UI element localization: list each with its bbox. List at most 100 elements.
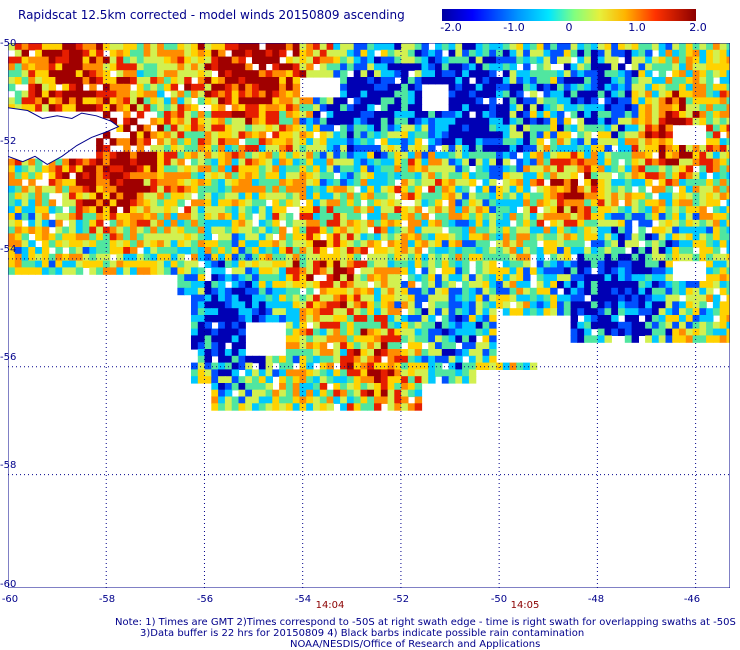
- wind-cell: [679, 70, 687, 78]
- wind-cell: [658, 287, 667, 296]
- wind-cell: [448, 185, 456, 194]
- wind-cell: [638, 287, 646, 296]
- wind-cell: [441, 63, 450, 71]
- wind-cell: [455, 49, 463, 58]
- wind-cell: [685, 172, 694, 180]
- wind-cell: [448, 287, 456, 296]
- wind-cell: [143, 138, 151, 146]
- wind-cell: [333, 369, 341, 377]
- wind-cell: [224, 70, 233, 78]
- wind-cell: [712, 179, 721, 187]
- wind-cell: [313, 253, 321, 262]
- wind-cell: [604, 117, 612, 126]
- wind-cell: [502, 281, 511, 289]
- wind-cell: [645, 260, 653, 268]
- wind-cell: [184, 281, 192, 289]
- wind-cell: [563, 308, 572, 316]
- wind-cell: [570, 274, 578, 282]
- wind-cell: [536, 77, 545, 85]
- wind-cell: [502, 240, 511, 248]
- wind-cell: [726, 151, 730, 160]
- wind-cell: [218, 389, 226, 398]
- wind-cell: [502, 260, 511, 268]
- wind-cell: [340, 396, 348, 404]
- wind-cell: [428, 158, 436, 166]
- wind-cell: [353, 70, 362, 78]
- wind-cell: [482, 328, 490, 336]
- wind-cell: [75, 179, 84, 187]
- wind-cell: [163, 206, 172, 214]
- wind-cell: [387, 349, 395, 357]
- wind-cell: [631, 253, 639, 262]
- wind-cell: [89, 247, 97, 255]
- wind-cell: [414, 97, 423, 105]
- wind-cell: [679, 315, 687, 323]
- wind-cell: [353, 192, 362, 200]
- wind-cell: [136, 90, 145, 98]
- wind-cell: [21, 97, 29, 105]
- wind-cell: [346, 274, 355, 282]
- wind-cell: [380, 383, 389, 391]
- wind-cell: [333, 111, 341, 119]
- wind-cell: [380, 49, 389, 58]
- wind-cell: [157, 226, 165, 234]
- wind-cell: [523, 287, 531, 296]
- wind-cell: [299, 124, 307, 132]
- wind-cell: [204, 43, 212, 51]
- wind-cell: [577, 131, 585, 139]
- wind-cell: [468, 151, 477, 160]
- wind-cell: [150, 240, 158, 248]
- wind-cell: [380, 63, 389, 71]
- wind-cell: [252, 369, 260, 377]
- wind-cell: [197, 43, 206, 51]
- wind-cell: [502, 145, 511, 153]
- wind-cell: [401, 294, 409, 302]
- wind-cell: [130, 117, 138, 126]
- wind-cell: [197, 179, 206, 187]
- wind-cell: [224, 335, 233, 343]
- wind-cell: [692, 49, 700, 58]
- wind-cell: [360, 335, 368, 343]
- wind-cell: [116, 253, 124, 262]
- wind-cell: [272, 206, 280, 214]
- wind-cell: [719, 219, 728, 228]
- wind-cell: [706, 315, 714, 323]
- wind-cell: [306, 192, 314, 200]
- wind-cell: [14, 206, 23, 214]
- wind-cell: [380, 97, 389, 105]
- wind-cell: [631, 260, 639, 268]
- wind-cell: [48, 206, 57, 214]
- wind-cell: [726, 267, 730, 275]
- wind-cell: [306, 376, 314, 384]
- wind-cell: [299, 342, 307, 350]
- wind-cell: [679, 49, 687, 58]
- wind-cell: [523, 104, 531, 112]
- wind-cell: [197, 328, 206, 336]
- wind-cell: [441, 111, 450, 119]
- wind-cell: [204, 70, 212, 78]
- wind-cell: [35, 219, 43, 228]
- wind-cell: [414, 172, 423, 180]
- wind-cell: [374, 219, 382, 228]
- wind-cell: [69, 213, 77, 221]
- wind-cell: [577, 70, 585, 78]
- wind-cell: [712, 192, 721, 200]
- wind-cell: [726, 97, 730, 105]
- wind-cell: [265, 247, 273, 255]
- wind-cell: [604, 213, 612, 221]
- wind-cell: [279, 158, 287, 166]
- wind-cell: [211, 165, 219, 173]
- wind-cell: [672, 301, 680, 309]
- wind-cell: [631, 192, 639, 200]
- wind-cell: [584, 315, 592, 323]
- wind-cell: [685, 315, 694, 323]
- wind-cell: [252, 376, 260, 384]
- wind-cell: [96, 267, 104, 275]
- wind-cell: [177, 274, 185, 282]
- wind-cell: [435, 43, 443, 51]
- wind-cell: [299, 219, 307, 228]
- wind-cell: [550, 179, 558, 187]
- wind-cell: [685, 213, 694, 221]
- wind-cell: [360, 301, 368, 309]
- wind-cell: [265, 240, 273, 248]
